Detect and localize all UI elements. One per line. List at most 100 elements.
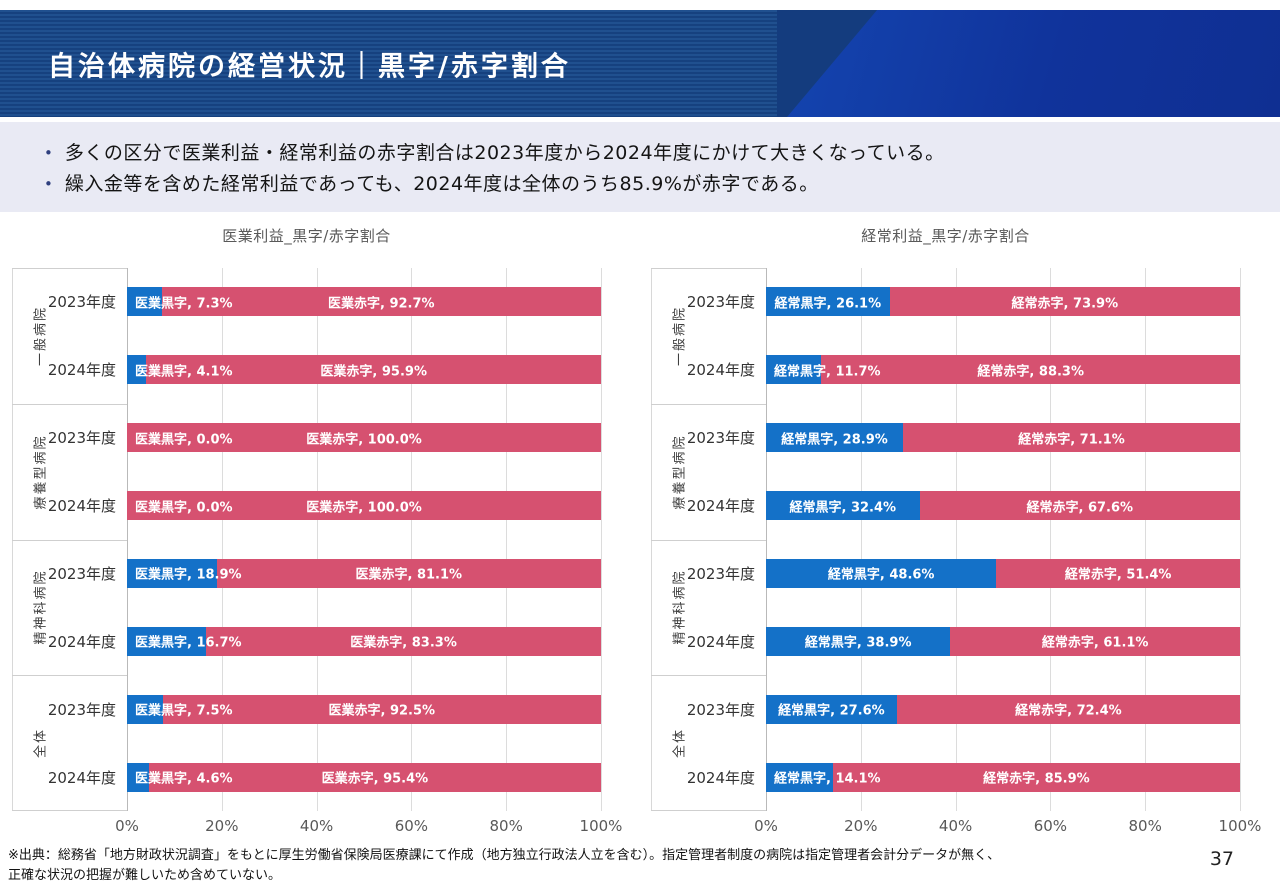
- category-group-psychiatric: 精神科病院 2023年度 医業赤字, 81.1% 医業黒字, 18.9% 202…: [12, 539, 601, 676]
- year-label: 2024年度: [47, 632, 116, 651]
- x-tick: 60%: [1033, 817, 1068, 835]
- deficit-data-label: 経常赤字, 51.4%: [1064, 567, 1172, 583]
- deficit-data-label: 医業赤字, 95.9%: [320, 364, 427, 380]
- deficit-bar-segment: 医業赤字, 95.9%: [146, 355, 601, 385]
- gridlines: [127, 268, 602, 811]
- surplus-bar-segment: [127, 626, 207, 656]
- bar-row: 2024年度 医業赤字, 95.4% 医業黒字, 4.6%: [12, 743, 601, 811]
- deficit-data-label: 経常赤字, 85.9%: [983, 771, 1090, 787]
- summary-box: • 多くの区分で医業利益・経常利益の赤字割合は2023年度から2024年度にかけ…: [0, 122, 1280, 212]
- bar-row: 2023年度 経常赤字, 71.1% 経常黒字, 28.9%: [651, 404, 1240, 472]
- surplus-bar-segment: [127, 355, 147, 385]
- surplus-data-label: 経常黒字, 28.9%: [781, 432, 888, 448]
- bar-track: 経常赤字, 72.4% 経常黒字, 27.6%: [766, 694, 1240, 724]
- deficit-bar-segment: 経常赤字, 88.3%: [821, 355, 1240, 385]
- bar-row: 2023年度 医業赤字, 92.7% 医業黒字, 7.3%: [12, 268, 601, 336]
- deficit-bar-segment: 経常赤字, 67.6%: [919, 491, 1240, 521]
- surplus-data-label: 経常黒字, 32.4%: [789, 500, 897, 516]
- year-label: 2024年度: [686, 361, 755, 380]
- deficit-data-label: 医業赤字, 92.7%: [327, 296, 435, 312]
- bar-row: 2024年度 経常赤字, 88.3% 経常黒字, 11.7%: [651, 336, 1240, 404]
- category-group-general: 一般病院 2023年度 経常赤字, 73.9% 経常黒字, 26.1% 2024…: [651, 268, 1240, 404]
- gridline: [316, 268, 318, 811]
- deficit-data-label: 経常赤字, 61.1%: [1041, 635, 1149, 651]
- deficit-data-label: 経常赤字, 72.4%: [1015, 703, 1122, 719]
- surplus-bar-segment: [766, 287, 890, 317]
- gridline: [860, 268, 862, 811]
- axis-line: [766, 268, 767, 811]
- bar-row: 2023年度 経常赤字, 72.4% 経常黒字, 27.6%: [651, 675, 1240, 743]
- deficit-bar-segment: 経常赤字, 85.9%: [832, 762, 1240, 792]
- surplus-data-label: 経常黒字, 11.7%: [774, 364, 881, 380]
- bar-track: 経常赤字, 73.9% 経常黒字, 26.1%: [766, 287, 1240, 317]
- deficit-bar-segment: 経常赤字, 73.9%: [889, 287, 1240, 317]
- deficit-bar-segment: 医業赤字, 95.4%: [148, 762, 601, 792]
- gridline: [221, 268, 223, 811]
- bar-row: 2024年度 医業赤字, 83.3% 医業黒字, 16.7%: [12, 607, 601, 675]
- gridlines: [766, 268, 1241, 811]
- x-axis: 0% 20% 40% 60% 80% 100%: [115, 811, 622, 841]
- deficit-bar-segment: 経常赤字, 51.4%: [996, 558, 1240, 588]
- bar-row: 2024年度 医業赤字, 100.0% 医業黒字, 0.0%: [12, 472, 601, 540]
- bar-track: 経常赤字, 51.4% 経常黒字, 48.6%: [766, 558, 1240, 588]
- deficit-bar-segment: 医業赤字, 100.0%: [127, 491, 601, 521]
- deficit-data-label: 経常赤字, 88.3%: [977, 364, 1085, 380]
- footnote-line: 正確な状況の把握が難しいため含めていない。: [8, 868, 282, 883]
- bar-track: 医業赤字, 81.1% 医業黒字, 18.9%: [127, 558, 601, 588]
- surplus-bar-segment: [127, 558, 217, 588]
- bar-row: 2024年度 経常赤字, 85.9% 経常黒字, 14.1%: [651, 743, 1240, 811]
- year-label: 2023年度: [686, 293, 755, 312]
- deficit-bar-segment: 医業赤字, 100.0%: [127, 423, 601, 453]
- bar-track: 医業赤字, 95.9% 医業黒字, 4.1%: [127, 355, 601, 385]
- deficit-data-label: 医業赤字, 95.4%: [321, 771, 429, 787]
- bullet-dot-icon: •: [44, 175, 53, 193]
- chart-title: 経常利益_黒字/赤字割合: [861, 227, 1030, 245]
- category-group-general: 一般病院 2023年度 医業赤字, 92.7% 医業黒字, 7.3% 2024年…: [12, 268, 601, 404]
- summary-bullet: • 繰入金等を含めた経常利益であっても、2024年度は全体のうち85.9%が赤字…: [44, 169, 1280, 200]
- surplus-data-label: 医業黒字, 18.9%: [135, 567, 242, 583]
- x-tick: 20%: [844, 817, 878, 835]
- surplus-data-label: 経常黒字, 38.9%: [804, 635, 912, 651]
- surplus-data-label: 経常黒字, 14.1%: [774, 771, 881, 787]
- plot-area: 一般病院 2023年度 医業赤字, 92.7% 医業黒字, 7.3% 2024年…: [12, 268, 602, 811]
- slide-title: 自治体病院の経営状況｜黒字/赤字割合: [48, 51, 571, 82]
- surplus-data-label: 経常黒字, 48.6%: [827, 567, 935, 583]
- surplus-bar-segment: [766, 694, 897, 724]
- gridline: [1145, 268, 1147, 811]
- surplus-bar-segment: [766, 626, 951, 656]
- bar-row: 2023年度 医業赤字, 92.5% 医業黒字, 7.5%: [12, 675, 601, 743]
- chart-ordinary-profit: 経常利益_黒字/赤字割合 一般病院 2023年度 経常赤字, 73.9% 経常黒…: [651, 222, 1261, 841]
- deficit-bar-segment: 経常赤字, 61.1%: [950, 626, 1240, 656]
- x-tick: 80%: [489, 817, 523, 835]
- surplus-data-label: 医業黒字, 4.1%: [135, 364, 233, 380]
- deficit-bar-segment: 医業赤字, 81.1%: [216, 558, 601, 588]
- bar-track: 医業赤字, 100.0% 医業黒字, 0.0%: [127, 491, 601, 521]
- deficit-bar-segment: 医業赤字, 92.7%: [161, 287, 601, 317]
- deficit-data-label: 経常赤字, 67.6%: [1026, 500, 1134, 516]
- chart-title: 医業利益_黒字/赤字割合: [222, 227, 391, 245]
- header-bright-panel: [787, 10, 1280, 117]
- deficit-data-label: 医業赤字, 81.1%: [355, 567, 463, 583]
- deficit-data-label: 医業赤字, 92.5%: [328, 703, 436, 719]
- bar-row: 2023年度 医業赤字, 81.1% 医業黒字, 18.9%: [12, 540, 601, 608]
- surplus-bar-segment: [766, 762, 833, 792]
- surplus-data-label: 経常黒字, 26.1%: [774, 296, 882, 312]
- deficit-data-label: 経常赤字, 73.9%: [1011, 296, 1119, 312]
- gridline: [1050, 268, 1052, 811]
- bar-track: 医業赤字, 100.0% 医業黒字, 0.0%: [127, 423, 601, 453]
- bar-track: 医業赤字, 92.5% 医業黒字, 7.5%: [127, 694, 601, 724]
- deficit-bar-segment: 経常赤字, 72.4%: [896, 694, 1240, 724]
- deficit-bar-segment: 医業赤字, 92.5%: [162, 694, 601, 724]
- x-tick: 20%: [205, 817, 239, 835]
- year-label: 2023年度: [686, 564, 755, 583]
- source-footnote: ※出典：総務省「地方財政状況調査」をもとに厚生労働省保険局医療課にて作成（地方独…: [8, 846, 1158, 886]
- bar-row: 2024年度 医業赤字, 95.9% 医業黒字, 4.1%: [12, 336, 601, 404]
- page-number: 37: [1209, 848, 1234, 870]
- year-label: 2023年度: [47, 700, 116, 719]
- gridline: [411, 268, 413, 811]
- surplus-bar-segment: [766, 423, 903, 453]
- category-group-longterm: 療養型病院 2023年度 医業赤字, 100.0% 医業黒字, 0.0% 202…: [12, 403, 601, 540]
- surplus-data-label: 医業黒字, 0.0%: [135, 500, 233, 516]
- summary-bullet-text: 繰入金等を含めた経常利益であっても、2024年度は全体のうち85.9%が赤字であ…: [64, 173, 819, 195]
- gridline: [955, 268, 957, 811]
